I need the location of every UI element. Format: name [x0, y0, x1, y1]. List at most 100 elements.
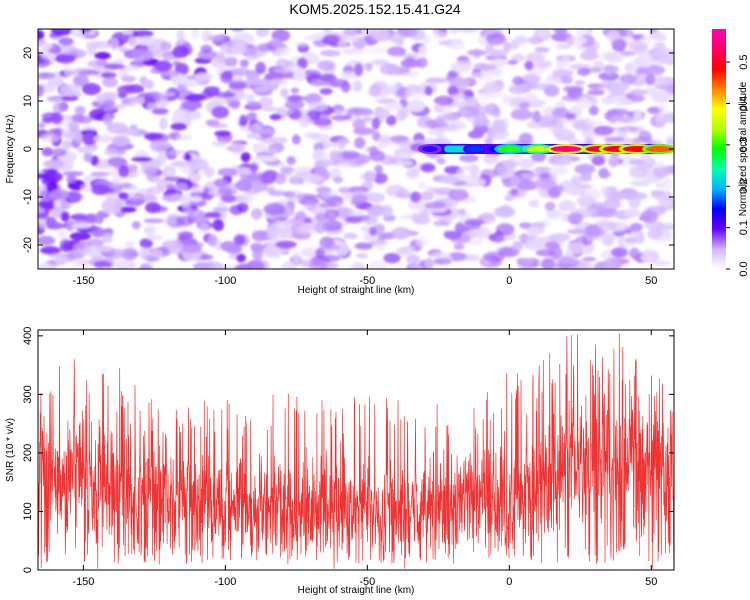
- noise-blob: [259, 171, 277, 185]
- noise-blob: [396, 188, 411, 198]
- noise-blob: [139, 238, 153, 249]
- noise-blob: [629, 222, 643, 232]
- noise-blob: [608, 155, 620, 168]
- noise-blob: [101, 77, 118, 88]
- noise-blob: [666, 138, 674, 146]
- snr-panel: -150 -100 -50 0 50 0 100 200 300 400 Height of s…: [5, 327, 675, 596]
- noise-blob: [274, 172, 287, 185]
- noise-blob: [565, 242, 586, 255]
- noise-blob: [329, 168, 342, 179]
- noise-blob: [144, 202, 161, 214]
- noise-blob: [247, 101, 262, 108]
- noise-blob: [213, 178, 229, 187]
- noise-blob: [66, 175, 77, 184]
- noise-blob: [328, 150, 343, 161]
- noise-blob: [641, 253, 651, 263]
- noise-blob: [553, 184, 565, 193]
- noise-blob: [332, 176, 344, 184]
- noise-blob: [269, 113, 282, 121]
- noise-blob: [543, 78, 565, 85]
- noise-blob: [140, 165, 158, 176]
- noise-blob: [601, 202, 622, 210]
- noise-blob: [103, 228, 114, 234]
- noise-blob: [298, 114, 312, 127]
- noise-blob: [409, 264, 422, 269]
- noise-blob: [309, 259, 328, 269]
- noise-blob: [175, 134, 193, 141]
- noise-blob: [368, 226, 377, 237]
- noise-blob: [450, 38, 465, 51]
- noise-blob: [624, 208, 639, 218]
- colorbar-tick-label: 0.0: [738, 261, 750, 276]
- noise-blob: [579, 50, 599, 61]
- noise-blob: [535, 177, 556, 189]
- noise-blob: [449, 29, 459, 35]
- noise-blob: [657, 76, 674, 85]
- noise-blob: [307, 109, 321, 121]
- noise-blob: [144, 79, 154, 90]
- noise-blob: [85, 41, 104, 48]
- noise-blob: [102, 113, 113, 126]
- noise-blob: [211, 106, 230, 119]
- noise-blob: [598, 83, 608, 89]
- noise-blob: [234, 263, 254, 269]
- noise-blob: [544, 201, 556, 211]
- noise-blob: [608, 117, 618, 124]
- noise-blob: [231, 29, 244, 32]
- noise-blob: [200, 90, 214, 100]
- noise-blob: [103, 237, 114, 243]
- noise-blob: [259, 96, 274, 107]
- noise-blob: [161, 194, 182, 202]
- noise-blob: [354, 242, 373, 250]
- noise-blob: [164, 70, 180, 77]
- noise-blob: [474, 112, 487, 125]
- noise-blob: [90, 155, 99, 166]
- noise-blob: [240, 192, 254, 204]
- noise-blob: [300, 69, 322, 81]
- noise-blob: [456, 29, 479, 33]
- noise-blob: [38, 72, 56, 79]
- noise-blob: [551, 152, 573, 165]
- noise-blob: [511, 53, 526, 63]
- noise-blob: [385, 115, 397, 126]
- noise-blob: [297, 224, 317, 234]
- noise-blob: [371, 117, 380, 130]
- noise-blob: [334, 109, 344, 116]
- noise-blob: [197, 49, 218, 60]
- noise-blob: [574, 163, 596, 175]
- noise-blob: [400, 245, 415, 255]
- noise-blob: [125, 197, 146, 203]
- noise-blob: [39, 261, 57, 269]
- noise-blob: [214, 130, 232, 137]
- noise-blob: [281, 261, 296, 269]
- noise-blob: [517, 158, 536, 169]
- spectrogram-y-tick-label: -20: [22, 237, 34, 253]
- noise-blob: [607, 190, 626, 201]
- noise-blob: [57, 230, 68, 240]
- noise-blob: [597, 222, 618, 232]
- noise-blob: [432, 30, 447, 39]
- spectrogram-x-tick-label: -100: [214, 275, 236, 287]
- noise-blob: [450, 93, 468, 100]
- noise-blob: [556, 43, 571, 50]
- noise-blob: [111, 135, 131, 147]
- noise-blob: [602, 234, 615, 247]
- noise-blob: [605, 51, 624, 63]
- noise-blob: [488, 128, 509, 140]
- noise-blob: [511, 240, 523, 253]
- noise-blob: [352, 80, 363, 93]
- noise-blob: [456, 168, 465, 179]
- noise-blob: [112, 248, 125, 257]
- noise-blob: [407, 100, 426, 113]
- noise-blob: [191, 29, 200, 39]
- noise-blob: [658, 103, 667, 115]
- spectrogram-x-axis-title: Height of straight line (km): [298, 285, 415, 296]
- noise-blob: [518, 132, 534, 146]
- noise-blob: [314, 221, 327, 234]
- noise-blob: [408, 29, 426, 41]
- noise-blob: [214, 91, 236, 98]
- noise-blob: [522, 173, 531, 181]
- noise-blob: [410, 191, 421, 203]
- noise-blob: [466, 49, 487, 56]
- noise-blob: [291, 134, 301, 145]
